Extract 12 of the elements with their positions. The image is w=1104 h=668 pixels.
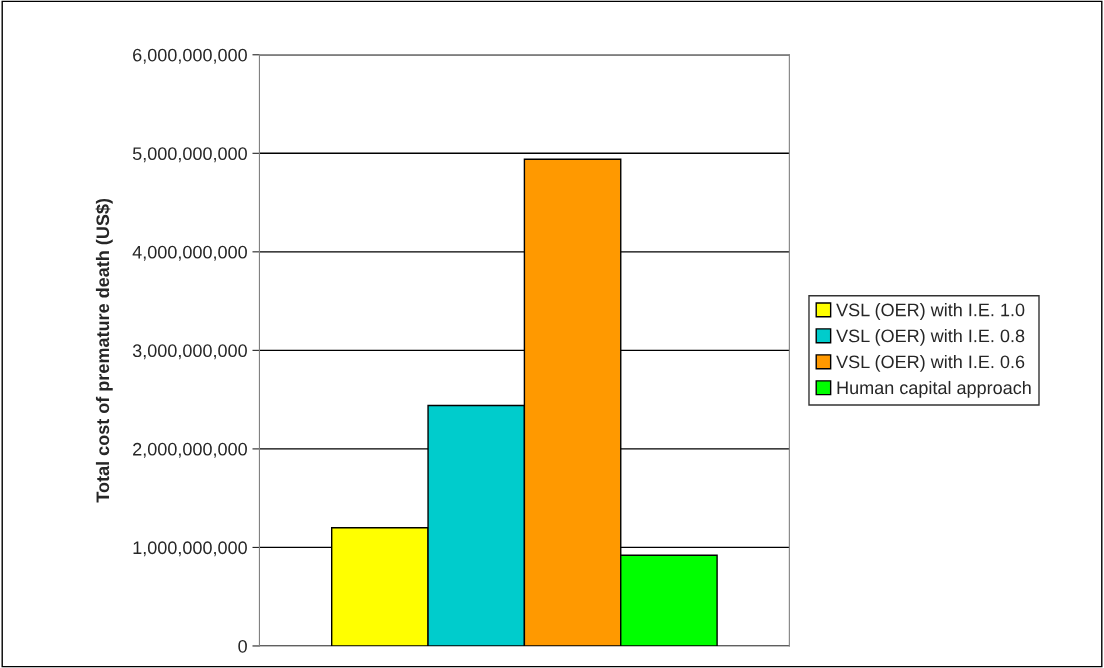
legend-label: Human capital approach — [837, 380, 1031, 398]
legend-label: VSL (OER) with I.E. 0.6 — [836, 354, 1025, 372]
y-tick-label: 6,000,000,000 — [133, 48, 247, 64]
legend-label: VSL (OER) with I.E. 1.0 — [836, 303, 1025, 320]
legend-label: VSL (OER) with I.E. 0.8 — [836, 329, 1025, 346]
y-axis-title: Total cost of premature death (US$) — [95, 198, 113, 503]
y-tick-label: 0 — [238, 639, 247, 653]
y-tick-label: 5,000,000,000 — [132, 147, 247, 163]
y-tick-label: 3,000,000,000 — [132, 344, 247, 360]
y-tick-label: 2,000,000,000 — [133, 442, 247, 458]
y-tick-label: 4,000,000,000 — [132, 245, 247, 261]
y-tick-label: 1,000,000,000 — [133, 541, 247, 557]
